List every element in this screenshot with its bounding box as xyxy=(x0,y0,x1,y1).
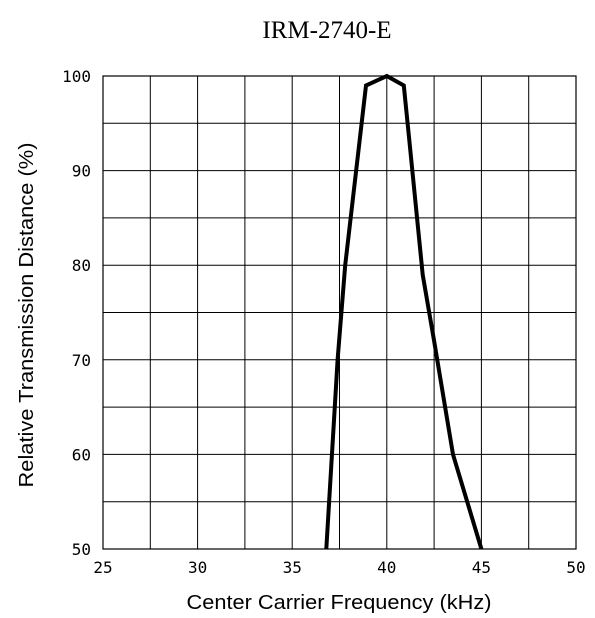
x-tick-label: 35 xyxy=(283,558,302,577)
x-tick-label: 45 xyxy=(472,558,491,577)
y-tick-label: 70 xyxy=(72,351,91,370)
y-tick-label: 100 xyxy=(62,67,91,86)
y-tick-label: 80 xyxy=(72,256,91,275)
y-tick-label: 90 xyxy=(72,162,91,181)
plot-frame xyxy=(102,75,577,550)
series-group xyxy=(324,73,484,550)
chart-title: IRM-2740-E xyxy=(262,17,391,44)
y-tick-label: 50 xyxy=(72,540,91,559)
x-tick-label: 25 xyxy=(93,558,112,577)
y-tick-labels: 50 60 70 80 90 100 xyxy=(62,67,91,559)
y-tick-label: 60 xyxy=(72,445,91,464)
x-tick-label: 30 xyxy=(188,558,207,577)
x-tick-label: 40 xyxy=(377,558,396,577)
y-axis-label: Relative Transmission Distance (%) xyxy=(16,143,38,488)
series-line xyxy=(324,73,484,550)
x-tick-label: 50 xyxy=(566,558,585,577)
x-tick-labels: 25 30 35 40 45 50 xyxy=(93,558,585,577)
x-axis-label: Center Carrier Frequency (kHz) xyxy=(187,592,492,614)
